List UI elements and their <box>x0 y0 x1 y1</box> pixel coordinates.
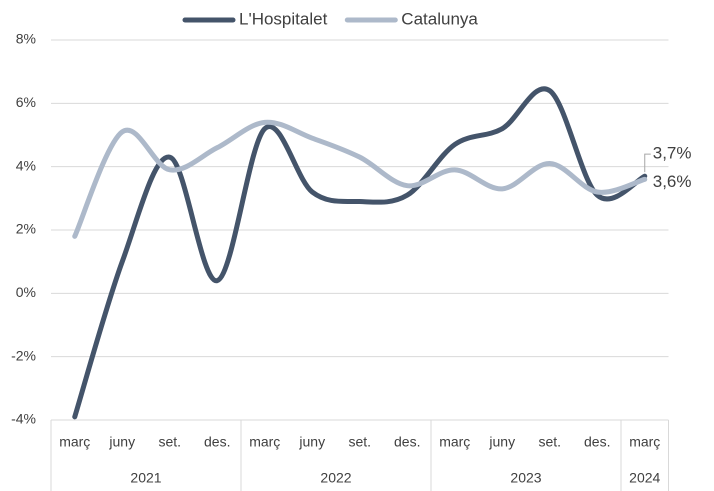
x-tick-label: març <box>59 434 90 450</box>
x-tick-label: des. <box>204 434 230 450</box>
y-tick-label: -2% <box>11 347 36 363</box>
group-label: 2023 <box>510 470 541 486</box>
data-label: 3,7% <box>653 144 692 163</box>
y-tick-label: 2% <box>16 221 36 237</box>
y-tick-label: 0% <box>16 284 36 300</box>
line-series <box>72 119 648 239</box>
group-label: 2021 <box>130 470 161 486</box>
x-tick-label: juny <box>488 434 515 450</box>
leader-line <box>644 153 651 173</box>
legend-label: Catalunya <box>401 9 478 28</box>
legend-label: L'Hospitalet <box>239 9 328 28</box>
group-label: 2022 <box>320 470 351 486</box>
x-tick-label: març <box>249 434 280 450</box>
y-tick-label: 6% <box>16 94 36 110</box>
data-label: 3,6% <box>653 172 692 191</box>
x-tick-label: set. <box>348 434 371 450</box>
x-tick-label: set. <box>158 434 181 450</box>
group-label: 2024 <box>629 470 660 486</box>
line-series <box>72 86 648 420</box>
x-tick-label: des. <box>584 434 610 450</box>
x-tick-label: juny <box>108 434 135 450</box>
x-tick-label: set. <box>538 434 561 450</box>
x-tick-label: juny <box>298 434 325 450</box>
x-tick-label: març <box>629 434 660 450</box>
y-tick-label: -4% <box>11 411 36 427</box>
x-tick-label: des. <box>394 434 420 450</box>
x-tick-label: març <box>439 434 470 450</box>
y-tick-label: 8% <box>16 31 36 47</box>
y-tick-label: 4% <box>16 157 36 173</box>
